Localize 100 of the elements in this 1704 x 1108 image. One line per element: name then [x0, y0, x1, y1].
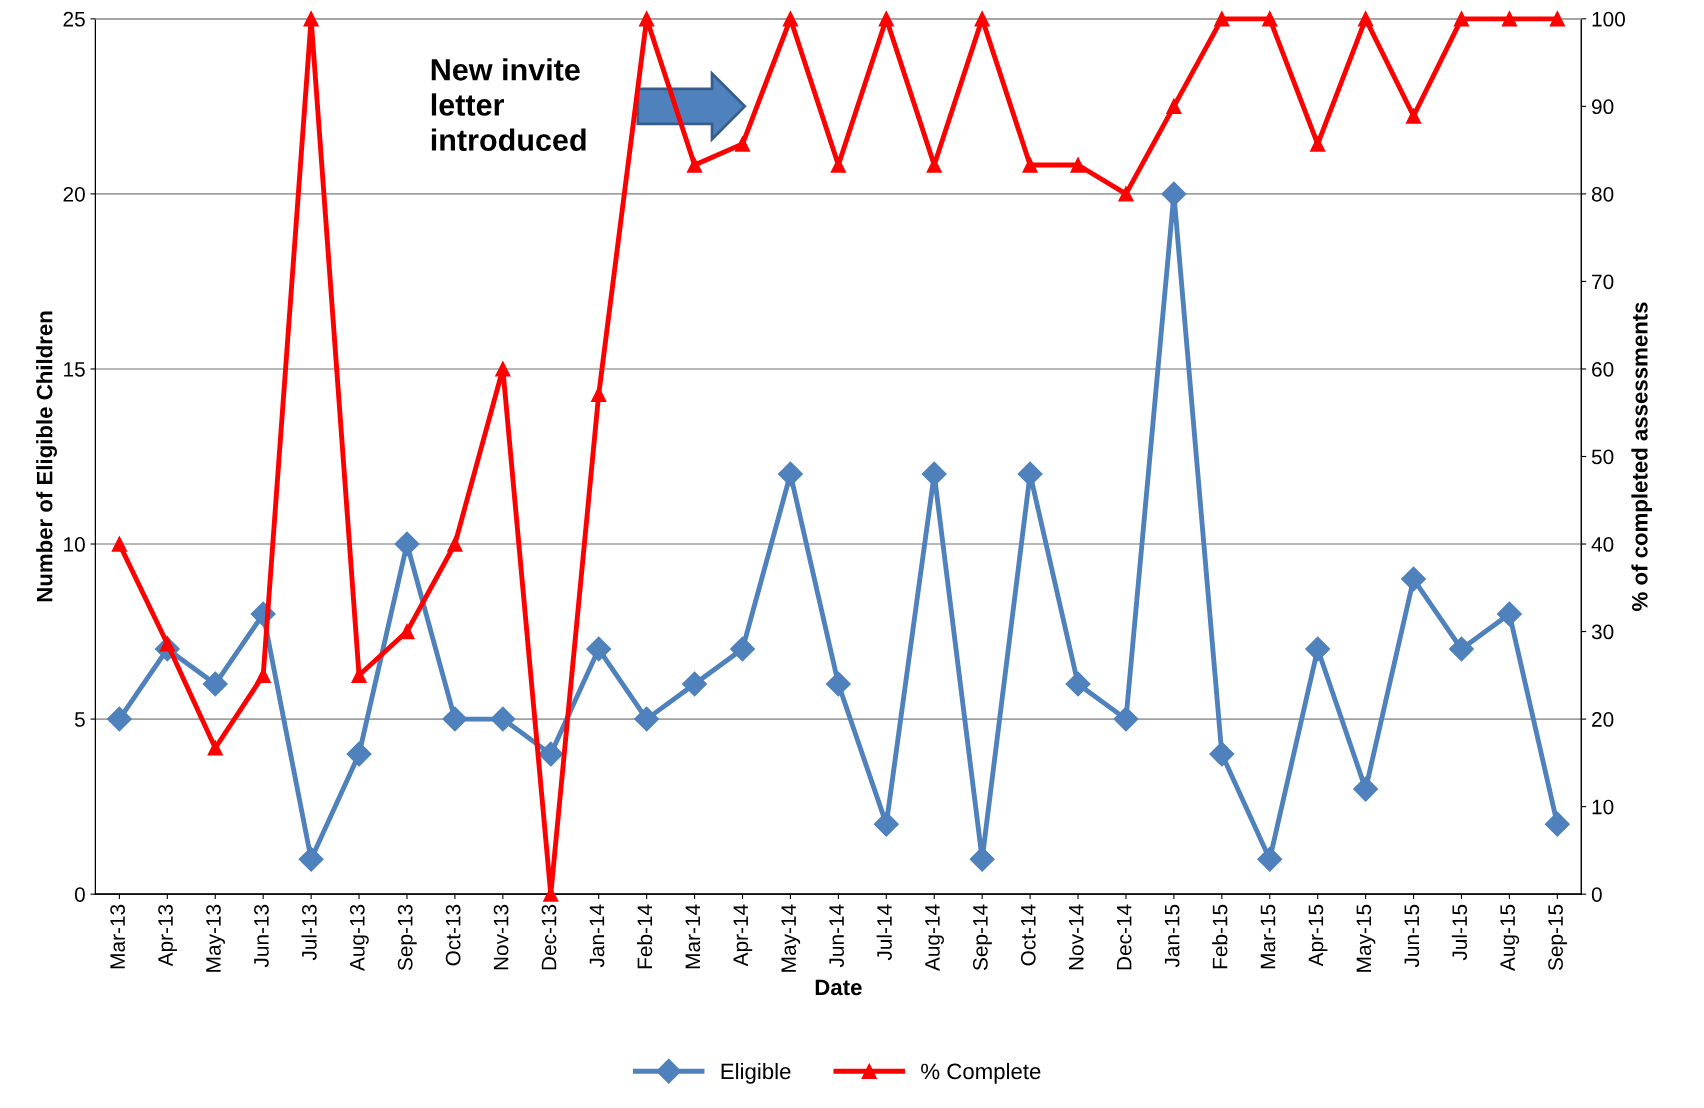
point — [298, 846, 324, 872]
point — [106, 706, 132, 732]
y2-tick-label: 20 — [1592, 712, 1614, 727]
point — [1118, 186, 1134, 202]
x-tick-label: Jul-13 — [301, 904, 317, 961]
y2-tick-label: 40 — [1591, 537, 1614, 552]
point — [303, 11, 319, 27]
point — [634, 706, 660, 732]
point — [1310, 136, 1326, 152]
y-tick-label: 10 — [64, 537, 85, 552]
y-tick-label: 5 — [74, 712, 85, 727]
y2-tick-label: 30 — [1591, 624, 1614, 640]
point — [1496, 601, 1522, 627]
y2-tick-label: 100 — [1592, 11, 1625, 27]
point — [447, 536, 463, 552]
point — [1353, 776, 1379, 802]
legend-label: % Complete — [921, 1062, 1041, 1084]
x-tick-label: Jan-14 — [589, 904, 605, 968]
point — [1305, 636, 1331, 662]
point — [1405, 108, 1422, 124]
point — [202, 671, 228, 697]
point — [1017, 461, 1043, 487]
point — [586, 636, 612, 662]
point — [207, 740, 223, 756]
point — [394, 531, 420, 557]
point — [1209, 741, 1235, 767]
x-tick-label: Dec-14 — [1117, 904, 1132, 970]
x-tick-label: Mar-15 — [1260, 904, 1276, 969]
x-tick-label: Apr-14 — [733, 904, 753, 967]
x-tick-label: Aug-15 — [1500, 904, 1520, 972]
x-tick-label: Nov-13 — [493, 904, 509, 970]
y2-tick-label: 0 — [1591, 887, 1602, 902]
x-tick-label: May-14 — [781, 904, 801, 972]
point — [926, 157, 942, 173]
point — [346, 741, 372, 767]
point — [873, 811, 899, 837]
point — [495, 361, 511, 377]
y2-axis-title: % of completed assessments — [1631, 302, 1653, 611]
x-tick-label: Sep-13 — [397, 904, 417, 971]
x-tick-label: Jul-15 — [1451, 904, 1468, 961]
x-tick-label: Apr-13 — [158, 904, 178, 967]
x-tick-label: Jan-15 — [1164, 904, 1180, 968]
point — [591, 386, 607, 402]
point — [490, 706, 516, 732]
x-tick-label: Jun-15 — [1404, 904, 1420, 968]
point — [442, 706, 468, 732]
point — [1501, 11, 1518, 27]
y2-tick-label: 60 — [1592, 361, 1614, 377]
x-tick-label: May-15 — [1356, 904, 1376, 972]
x-tick-label: Nov-14 — [1069, 904, 1084, 970]
point — [1166, 98, 1182, 115]
point — [969, 846, 995, 872]
legend-label: Eligible — [721, 1062, 791, 1084]
x-tick-label: Oct-14 — [1020, 904, 1036, 966]
x-tick-label: Sep-15 — [1548, 904, 1568, 971]
point — [1401, 566, 1427, 592]
point — [399, 623, 415, 640]
x-tick-label: Sep-14 — [973, 904, 992, 971]
point — [777, 461, 803, 487]
x-tick-label: Jun-13 — [254, 904, 269, 968]
point — [1257, 846, 1283, 872]
point — [1214, 11, 1230, 27]
point — [1544, 811, 1570, 837]
x-tick-label: Jul-14 — [876, 904, 892, 961]
x-tick-label: Aug-13 — [349, 904, 369, 972]
point — [782, 11, 799, 27]
x-tick-label: Jun-14 — [829, 904, 844, 968]
point — [921, 461, 947, 487]
point — [878, 11, 894, 27]
point — [686, 157, 703, 173]
point — [1022, 157, 1038, 173]
point — [1357, 11, 1374, 27]
x-tick-label: Feb-15 — [1212, 904, 1228, 969]
point — [734, 136, 751, 152]
point — [730, 636, 755, 662]
y2-tick-label: 80 — [1591, 186, 1614, 202]
x-tick-label: Aug-14 — [925, 904, 944, 972]
point — [830, 157, 847, 173]
x-tick-label: Feb-14 — [636, 904, 653, 969]
y2-tick-label: 70 — [1592, 274, 1614, 290]
point — [1065, 671, 1091, 697]
point — [1262, 11, 1278, 27]
point — [1070, 157, 1086, 173]
point — [639, 11, 655, 27]
point — [1161, 181, 1187, 207]
x-tick-label: Mar-13 — [110, 904, 125, 969]
x-tick-label: Dec-13 — [541, 904, 557, 970]
y2-tick-label: 10 — [1592, 799, 1614, 815]
point — [1453, 11, 1470, 27]
x-tick-label: Apr-15 — [1308, 904, 1328, 967]
y-tick-label: 15 — [64, 362, 85, 377]
y-axis-title: Number of Eligible Children — [36, 311, 57, 602]
x-tick-label: Oct-13 — [445, 904, 461, 966]
x-tick-label: May-13 — [206, 904, 225, 972]
point — [538, 741, 564, 767]
point — [1549, 11, 1565, 27]
point — [682, 671, 708, 697]
point — [974, 11, 990, 27]
y-tick-label: 0 — [74, 887, 85, 902]
annotation: New invite letter introduced — [431, 58, 586, 151]
